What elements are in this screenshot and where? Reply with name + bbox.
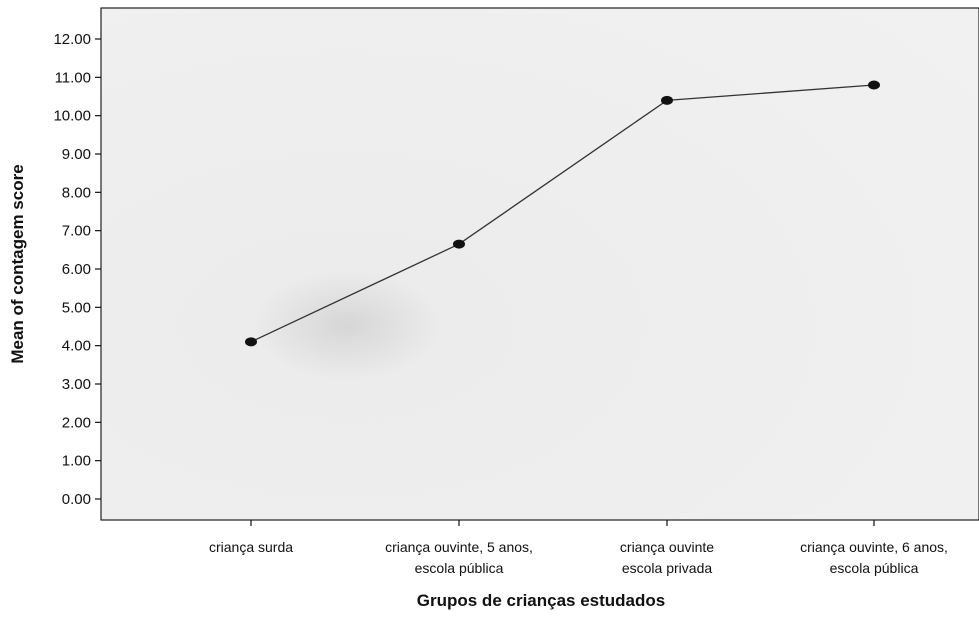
y-tick-label: 1.00: [62, 453, 91, 470]
plot-area: [100, 7, 979, 521]
x-category-label: criança ouvinte, 5 anos,: [385, 539, 533, 555]
data-point: [453, 239, 465, 249]
y-tick-label: 8.00: [62, 184, 91, 201]
y-tick-label: 6.00: [62, 261, 91, 278]
x-category-label: escola pública: [415, 560, 504, 576]
x-axis: criança surda criança ouvinte, 5 anos, esc…: [209, 520, 948, 576]
y-axis-title: Mean of contagem score: [8, 164, 27, 363]
x-category-label: escola pública: [830, 560, 919, 576]
y-tick-label: 9.00: [62, 146, 91, 163]
data-point: [245, 337, 257, 347]
y-axis: 0.00 1.00 2.00 3.00 4.00 5.00 6.00 7.00 8.00 9.00…: [53, 31, 101, 508]
y-tick-label: 4.00: [62, 338, 91, 355]
y-tick-label: 5.00: [62, 299, 91, 316]
data-point: [661, 95, 673, 105]
y-tick-label: 12.00: [53, 31, 91, 48]
x-axis-title: Grupos de crianças estudados: [417, 591, 665, 610]
series-mean-contagem: [245, 80, 880, 347]
y-tick-label: 11.00: [55, 69, 91, 86]
x-category-label: criança ouvinte, 6 anos,: [800, 539, 948, 555]
data-point: [868, 80, 880, 90]
x-category-label: escola privada: [622, 560, 712, 576]
y-tick-label: 3.00: [62, 376, 91, 393]
y-tick-label: 2.00: [62, 414, 91, 431]
y-tick-label: 0.00: [62, 491, 91, 508]
x-category-label: criança surda: [209, 539, 293, 555]
y-tick-label: 10.00: [53, 108, 91, 125]
y-tick-label: 7.00: [62, 223, 91, 240]
x-category-label: criança ouvinte: [620, 539, 714, 555]
series-line: [250, 84, 875, 343]
